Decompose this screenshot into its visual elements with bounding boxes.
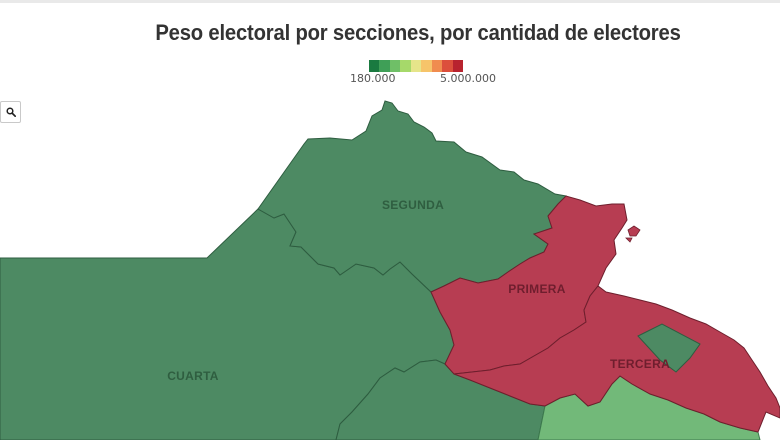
map-title: Peso electoral por secciones, por cantid… [155,20,681,45]
legend-swatch [400,60,411,72]
search-icon [5,107,16,117]
region-tercera[interactable] [453,285,780,433]
legend-max-label: 5.000.000 [440,72,496,85]
legend-swatch [421,60,432,72]
coast-island [625,237,633,243]
region-label-tercera: TERCERA [610,357,670,371]
legend-min-label: 180.000 [350,72,396,85]
legend-swatch [442,60,453,72]
legend-swatch [431,60,443,72]
legend-swatch [379,60,390,72]
color-legend [369,60,463,72]
legend-swatch [369,60,380,72]
region-label-primera: PRIMERA [508,282,565,296]
region-label-segunda: SEGUNDA [382,198,444,212]
legend-swatch [452,60,463,72]
region-label-cuarta: CUARTA [167,369,219,383]
search-button[interactable] [0,101,21,123]
coast-island [627,225,641,237]
legend-swatch [389,60,401,72]
region-tercera-enclave[interactable] [637,323,701,373]
top-border [0,0,780,3]
legend-swatch [410,60,422,72]
